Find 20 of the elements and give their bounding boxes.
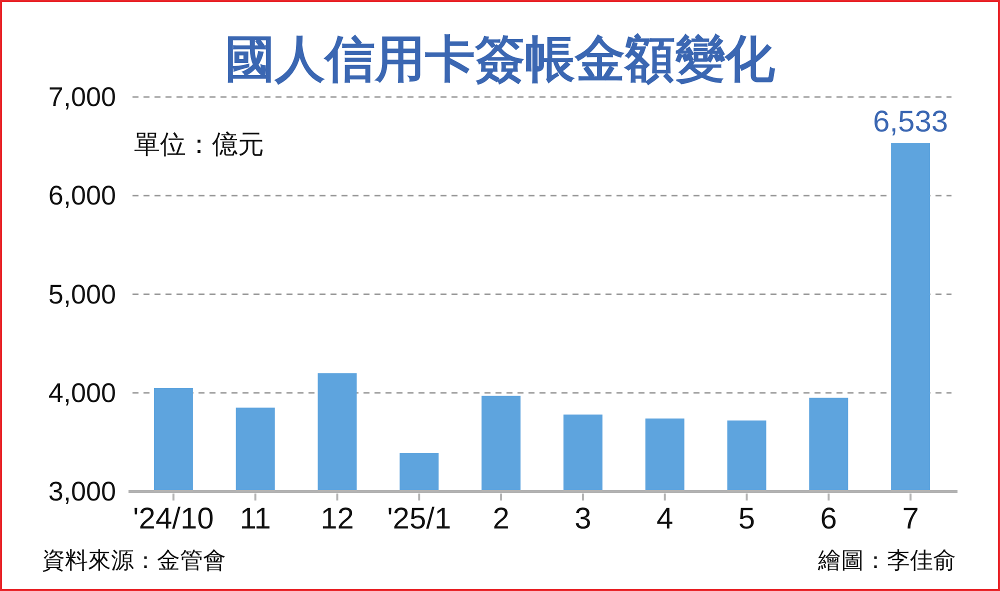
chart-title: 國人信用卡簽帳金額變化 xyxy=(225,31,776,87)
y-tick-label: 7,000 xyxy=(48,82,116,112)
data-label: 6,533 xyxy=(873,106,948,139)
x-tick-label: 12 xyxy=(320,502,354,536)
y-tick-label: 3,000 xyxy=(48,476,116,506)
x-tick-label: '24/10 xyxy=(133,502,214,536)
x-tick-label: '25/1 xyxy=(387,502,452,536)
x-tick-label: 4 xyxy=(656,502,674,536)
x-tick-label: 7 xyxy=(902,502,919,536)
y-tick-label: 5,000 xyxy=(48,279,116,310)
x-tick-label: 11 xyxy=(240,502,271,536)
x-tick-label: 5 xyxy=(738,502,756,536)
y-tick-label: 6,000 xyxy=(48,180,116,211)
y-axis-title: 單位：億元 xyxy=(134,129,264,159)
x-tick-label: 3 xyxy=(574,502,592,536)
text: 繪圖：李佳俞 xyxy=(817,547,956,573)
x-tick-label: 6 xyxy=(820,502,837,536)
y-tick-label: 4,000 xyxy=(48,378,116,408)
source-note: 資料來源：金管會 xyxy=(42,547,226,573)
x-tick-label: 2 xyxy=(492,502,510,536)
